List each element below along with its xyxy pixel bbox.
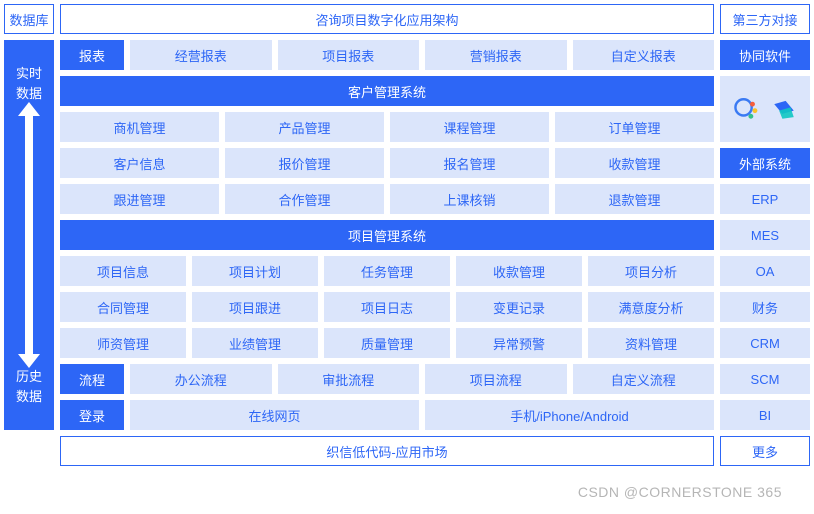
right-mes: MES	[720, 220, 810, 250]
footer-spacer	[4, 436, 54, 466]
right-bi: BI	[720, 400, 810, 430]
footer-marketplace: 织信低代码-应用市场	[60, 436, 714, 466]
customer-system-title: 客户管理系统	[60, 76, 714, 106]
project-row: 项目信息 项目计划 任务管理 收款管理 项目分析	[60, 256, 714, 286]
process-cell: 办公流程	[130, 364, 272, 394]
module-cell: 项目日志	[324, 292, 450, 322]
module-cell: 满意度分析	[588, 292, 714, 322]
header-row: 数据库 咨询项目数字化应用架构 第三方对接	[4, 4, 810, 34]
right-scm: SCM	[720, 364, 810, 394]
module-cell: 商机管理	[60, 112, 219, 142]
module-cell: 合作管理	[225, 184, 384, 214]
wecom-icon	[733, 96, 759, 122]
right-erp: ERP	[720, 184, 810, 214]
module-cell: 异常预警	[456, 328, 582, 358]
right-finance: 财务	[720, 292, 810, 322]
module-cell: 产品管理	[225, 112, 384, 142]
double-arrow-icon	[25, 113, 33, 357]
reports-row: 报表 经营报表 项目报表 营销报表 自定义报表	[60, 40, 714, 70]
module-cell: 退款管理	[555, 184, 714, 214]
main-row: 实时数据 历史数据 报表 经营报表 项目报表 营销报表 自定义报表 客户管理系统…	[4, 40, 810, 430]
module-cell: 收款管理	[456, 256, 582, 286]
report-cell: 项目报表	[278, 40, 420, 70]
module-cell: 师资管理	[60, 328, 186, 358]
module-cell: 跟进管理	[60, 184, 219, 214]
process-cell: 项目流程	[425, 364, 567, 394]
right-column: 协同软件 外部系统 ERP MES OA 财务 CRM SCM BI	[720, 40, 810, 430]
customer-row: 客户信息 报价管理 报名管理 收款管理	[60, 148, 714, 178]
login-lead: 登录	[60, 400, 124, 430]
process-lead: 流程	[60, 364, 124, 394]
login-cell: 在线网页	[130, 400, 419, 430]
module-cell: 订单管理	[555, 112, 714, 142]
module-cell: 报名管理	[390, 148, 549, 178]
module-cell: 客户信息	[60, 148, 219, 178]
collab-icons-box	[720, 76, 810, 142]
right-external-systems: 外部系统	[720, 148, 810, 178]
right-crm: CRM	[720, 328, 810, 358]
report-cell: 经营报表	[130, 40, 272, 70]
module-cell: 课程管理	[390, 112, 549, 142]
process-cell: 自定义流程	[573, 364, 715, 394]
architecture-diagram: 数据库 咨询项目数字化应用架构 第三方对接 实时数据 历史数据 报表 经营报表 …	[4, 4, 810, 466]
module-cell: 上课核销	[390, 184, 549, 214]
report-cell: 营销报表	[425, 40, 567, 70]
header-database: 数据库	[4, 4, 54, 34]
module-cell: 项目信息	[60, 256, 186, 286]
right-collab-software: 协同软件	[720, 40, 810, 70]
module-cell: 资料管理	[588, 328, 714, 358]
process-cell: 审批流程	[278, 364, 420, 394]
header-thirdparty: 第三方对接	[720, 4, 810, 34]
module-cell: 任务管理	[324, 256, 450, 286]
project-row: 合同管理 项目跟进 项目日志 变更记录 满意度分析	[60, 292, 714, 322]
project-row: 师资管理 业绩管理 质量管理 异常预警 资料管理	[60, 328, 714, 358]
center-column: 报表 经营报表 项目报表 营销报表 自定义报表 客户管理系统 商机管理 产品管理…	[60, 40, 714, 430]
module-cell: 收款管理	[555, 148, 714, 178]
module-cell: 变更记录	[456, 292, 582, 322]
report-cell: 自定义报表	[573, 40, 715, 70]
feishu-icon	[771, 96, 797, 122]
data-sidebar: 实时数据 历史数据	[4, 40, 54, 430]
module-cell: 业绩管理	[192, 328, 318, 358]
watermark-text: CSDN @CORNERSTONE 365	[578, 484, 782, 500]
sidebar-realtime: 实时数据	[16, 64, 42, 103]
module-cell: 合同管理	[60, 292, 186, 322]
customer-row: 商机管理 产品管理 课程管理 订单管理	[60, 112, 714, 142]
project-system-title: 项目管理系统	[60, 220, 714, 250]
customer-row: 跟进管理 合作管理 上课核销 退款管理	[60, 184, 714, 214]
footer-more: 更多	[720, 436, 810, 466]
footer-row: 织信低代码-应用市场 更多	[4, 436, 810, 466]
reports-lead: 报表	[60, 40, 124, 70]
process-row: 流程 办公流程 审批流程 项目流程 自定义流程	[60, 364, 714, 394]
module-cell: 报价管理	[225, 148, 384, 178]
sidebar-history: 历史数据	[16, 367, 42, 406]
module-cell: 项目跟进	[192, 292, 318, 322]
login-cell: 手机/iPhone/Android	[425, 400, 714, 430]
module-cell: 项目分析	[588, 256, 714, 286]
header-title: 咨询项目数字化应用架构	[60, 4, 714, 34]
module-cell: 项目计划	[192, 256, 318, 286]
login-row: 登录 在线网页 手机/iPhone/Android	[60, 400, 714, 430]
module-cell: 质量管理	[324, 328, 450, 358]
right-oa: OA	[720, 256, 810, 286]
